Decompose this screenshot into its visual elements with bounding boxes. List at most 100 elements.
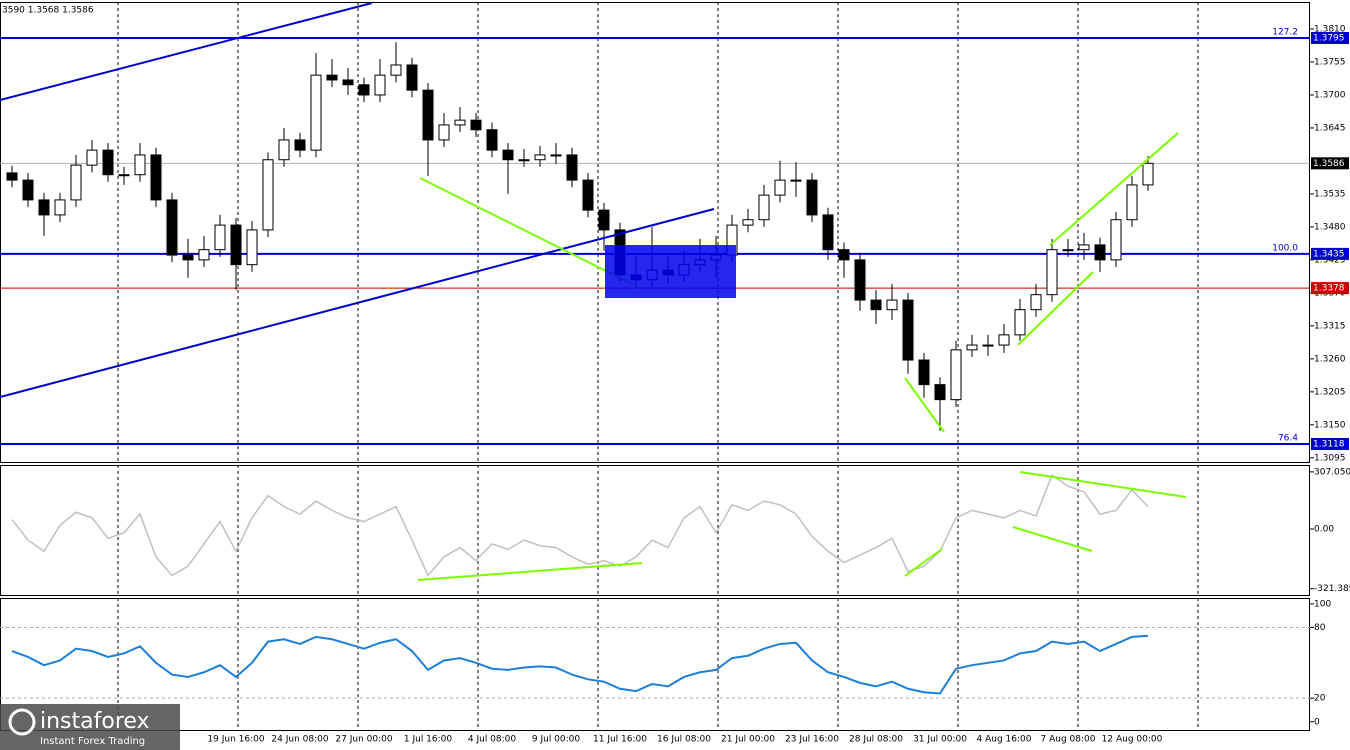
indicator-line <box>11 473 1149 577</box>
candle-body <box>950 349 962 401</box>
candle-body <box>806 179 818 216</box>
candle-body <box>534 154 546 161</box>
x-tick-label: 12 Aug 00:00 <box>1102 735 1163 745</box>
candle-body <box>134 154 146 176</box>
candle-body <box>390 64 402 76</box>
x-tick-label: 23 Jul 16:00 <box>785 735 839 745</box>
candle-body <box>22 179 34 201</box>
trend-line <box>1049 132 1179 246</box>
candle-body <box>470 119 482 131</box>
cci-panel <box>0 465 1310 596</box>
candle-body <box>550 154 562 157</box>
price-label: 1.3118 <box>1313 440 1345 450</box>
trend-line <box>1017 271 1094 346</box>
candle-body <box>598 209 610 231</box>
candle-body <box>262 159 274 231</box>
divergence-line <box>904 548 943 577</box>
candle-body <box>742 219 754 226</box>
candle-body <box>1110 219 1122 261</box>
x-tick-label: 19 Jun 16:00 <box>207 735 264 745</box>
candle-body <box>214 224 226 251</box>
candle-body <box>374 74 386 96</box>
price-box <box>1311 247 1349 260</box>
candle-body <box>1030 294 1042 311</box>
channel-line <box>0 208 715 398</box>
candle-body <box>966 344 978 351</box>
fib-label: 127.2 <box>1272 27 1298 37</box>
y-tick-label: 1.3150 <box>1314 420 1346 430</box>
y-tick-label: 80 <box>1314 623 1326 633</box>
candle-body <box>294 139 306 151</box>
candle-body <box>198 249 210 261</box>
candle-body <box>886 299 898 311</box>
y-tick-label: 0.00 <box>1314 524 1334 534</box>
price-box <box>1311 157 1349 170</box>
candle-body <box>406 64 418 91</box>
fib-label: 100.0 <box>1272 243 1298 253</box>
candle-body <box>6 172 18 181</box>
candle-body <box>918 359 930 386</box>
x-tick-label: 28 Jul 08:00 <box>849 735 903 745</box>
candle-body <box>870 299 882 311</box>
annotations <box>0 2 1187 581</box>
y-tick-label: 1.3315 <box>1314 321 1346 331</box>
candle-body <box>326 74 338 81</box>
candle-body <box>518 159 530 162</box>
x-tick-label: 31 Jul 00:00 <box>913 735 967 745</box>
candle-body <box>838 249 850 261</box>
candle-body <box>438 124 450 141</box>
price-label: 1.3435 <box>1313 249 1345 259</box>
divergence-line <box>417 562 643 581</box>
y-tick-label: 1.3755 <box>1314 57 1346 67</box>
logo-icon <box>8 708 36 736</box>
x-tick-label: 24 Jun 08:00 <box>271 735 328 745</box>
candle-body <box>1142 162 1154 186</box>
trend-line <box>419 177 641 289</box>
candle-body <box>934 384 946 401</box>
x-tick-label: 4 Aug 16:00 <box>977 735 1032 745</box>
price-box <box>1311 282 1349 295</box>
x-tick-label: 16 Jul 08:00 <box>657 735 711 745</box>
x-tick-label: 21 Jul 00:00 <box>721 735 775 745</box>
y-tick-label: -321.3899 <box>1314 584 1350 594</box>
y-tick-label: 1.3810 <box>1314 24 1346 34</box>
candle-body <box>454 119 466 126</box>
y-tick-label: 1.3535 <box>1314 189 1346 199</box>
y-tick-label: 1.3645 <box>1314 123 1346 133</box>
candle-body <box>246 229 258 266</box>
candle-body <box>790 179 802 182</box>
indicator-line <box>11 634 1149 695</box>
logo-name: instaforex <box>40 709 150 734</box>
candle-body <box>150 154 162 201</box>
candle-body <box>278 139 290 161</box>
candle-body <box>566 154 578 181</box>
candle-body <box>118 174 130 177</box>
x-tick-label: 4 Jul 08:00 <box>468 735 517 745</box>
candle-body <box>310 74 322 151</box>
candle-body <box>582 179 594 211</box>
fib-label: 76.4 <box>1278 434 1298 444</box>
candle-body <box>902 299 914 361</box>
x-tick-label: 27 Jun 00:00 <box>335 735 392 745</box>
zone-box <box>605 245 736 298</box>
y-tick-label: 1.3260 <box>1314 354 1346 364</box>
logo-tagline: Instant Forex Trading <box>40 736 145 747</box>
candle-body <box>1126 184 1138 221</box>
y-tick-label: 100 <box>1314 599 1331 609</box>
header: 3590 1.3568 1.3586 <box>2 6 94 16</box>
candle-body <box>1046 249 1058 296</box>
candle-body <box>1078 244 1090 251</box>
y-tick-label: 20 <box>1314 694 1326 704</box>
candle-body <box>1014 309 1026 336</box>
candle-body <box>822 214 834 251</box>
price-box <box>1311 31 1349 44</box>
candle-body <box>422 89 434 141</box>
logo: instaforex Instant Forex Trading <box>0 704 180 750</box>
candle-body <box>54 199 66 216</box>
candle-body <box>1062 249 1074 252</box>
x-tick-label: 7 Aug 08:00 <box>1041 735 1096 745</box>
y-tick-label: 0 <box>1314 717 1320 727</box>
price-box <box>1311 438 1349 451</box>
